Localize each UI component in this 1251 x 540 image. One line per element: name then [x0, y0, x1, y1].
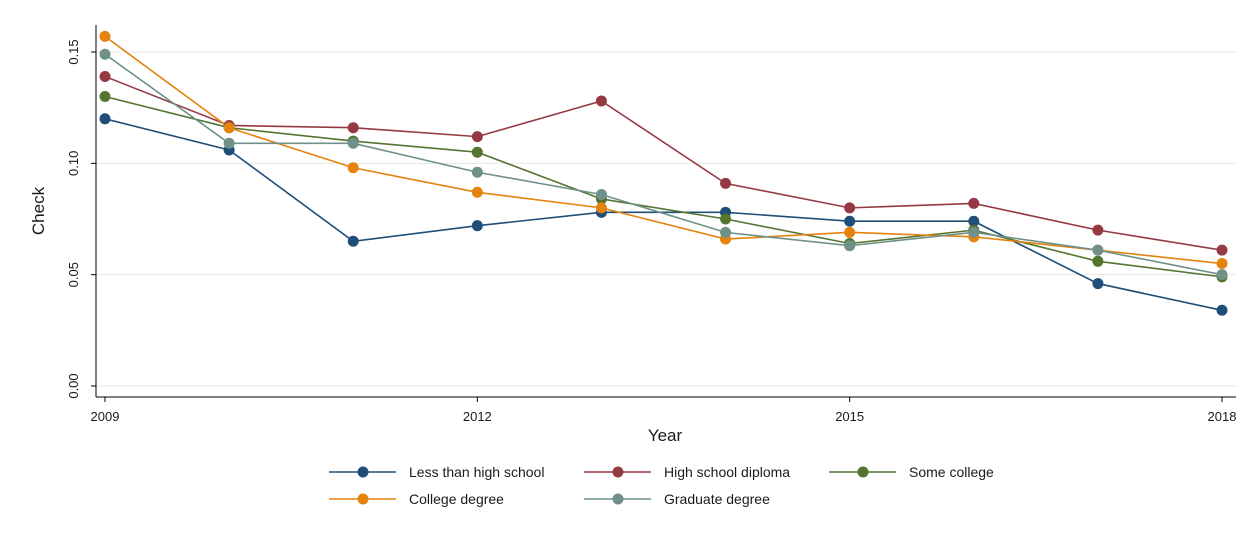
data-point: [1216, 269, 1228, 281]
x-tick-label: 2012: [463, 409, 492, 424]
x-tick-label: 2018: [1208, 409, 1237, 424]
y-tick-label: 0.15: [66, 39, 81, 64]
data-point: [595, 189, 607, 201]
data-point: [844, 226, 856, 238]
data-point: [844, 215, 856, 227]
series-line-3: [104, 35, 1223, 265]
data-point: [1216, 258, 1228, 270]
data-point: [99, 113, 111, 125]
series-line-2: [104, 95, 1223, 278]
data-point: [720, 213, 732, 225]
legend-label: High school diploma: [664, 464, 790, 480]
data-point: [720, 177, 732, 189]
data-point: [1216, 244, 1228, 256]
data-point: [471, 131, 483, 143]
data-point: [1092, 224, 1104, 236]
legend-marker-3: [357, 493, 369, 505]
series-line-4: [104, 53, 1223, 276]
data-point: [844, 240, 856, 252]
series-line-1: [104, 75, 1223, 251]
x-axis-title: Year: [648, 426, 683, 445]
legend-label: College degree: [409, 491, 504, 507]
data-point: [1092, 244, 1104, 256]
data-point: [720, 226, 732, 238]
data-point: [347, 235, 359, 247]
data-point: [471, 186, 483, 198]
data-point: [347, 122, 359, 134]
legend-label: Graduate degree: [664, 491, 770, 507]
y-tick-label: 0.10: [66, 151, 81, 176]
data-point: [99, 91, 111, 103]
data-point: [471, 220, 483, 232]
data-point: [99, 30, 111, 42]
data-point: [223, 122, 235, 134]
data-point: [471, 146, 483, 158]
legend-label: Less than high school: [409, 464, 544, 480]
legend-marker-0: [357, 466, 369, 478]
y-tick-label: 0.05: [66, 262, 81, 287]
y-tick-label: 0.00: [66, 373, 81, 398]
legend-label: Some college: [909, 464, 994, 480]
data-point: [223, 137, 235, 149]
legend-marker-2: [857, 466, 869, 478]
data-point: [347, 162, 359, 174]
data-point: [595, 95, 607, 107]
y-axis-title: Check: [29, 186, 48, 235]
data-point: [968, 197, 980, 209]
data-point: [99, 48, 111, 60]
legend-marker-4: [612, 493, 624, 505]
series-line-0: [104, 118, 1223, 312]
data-point: [471, 166, 483, 178]
data-point: [595, 202, 607, 214]
x-tick-label: 2009: [91, 409, 120, 424]
x-tick-label: 2015: [835, 409, 864, 424]
data-point: [99, 70, 111, 82]
data-point: [1092, 278, 1104, 290]
data-point: [968, 215, 980, 227]
data-point: [1216, 304, 1228, 316]
data-point: [1092, 255, 1104, 267]
data-point: [968, 226, 980, 238]
data-point: [347, 137, 359, 149]
legend-marker-1: [612, 466, 624, 478]
data-point: [844, 202, 856, 214]
